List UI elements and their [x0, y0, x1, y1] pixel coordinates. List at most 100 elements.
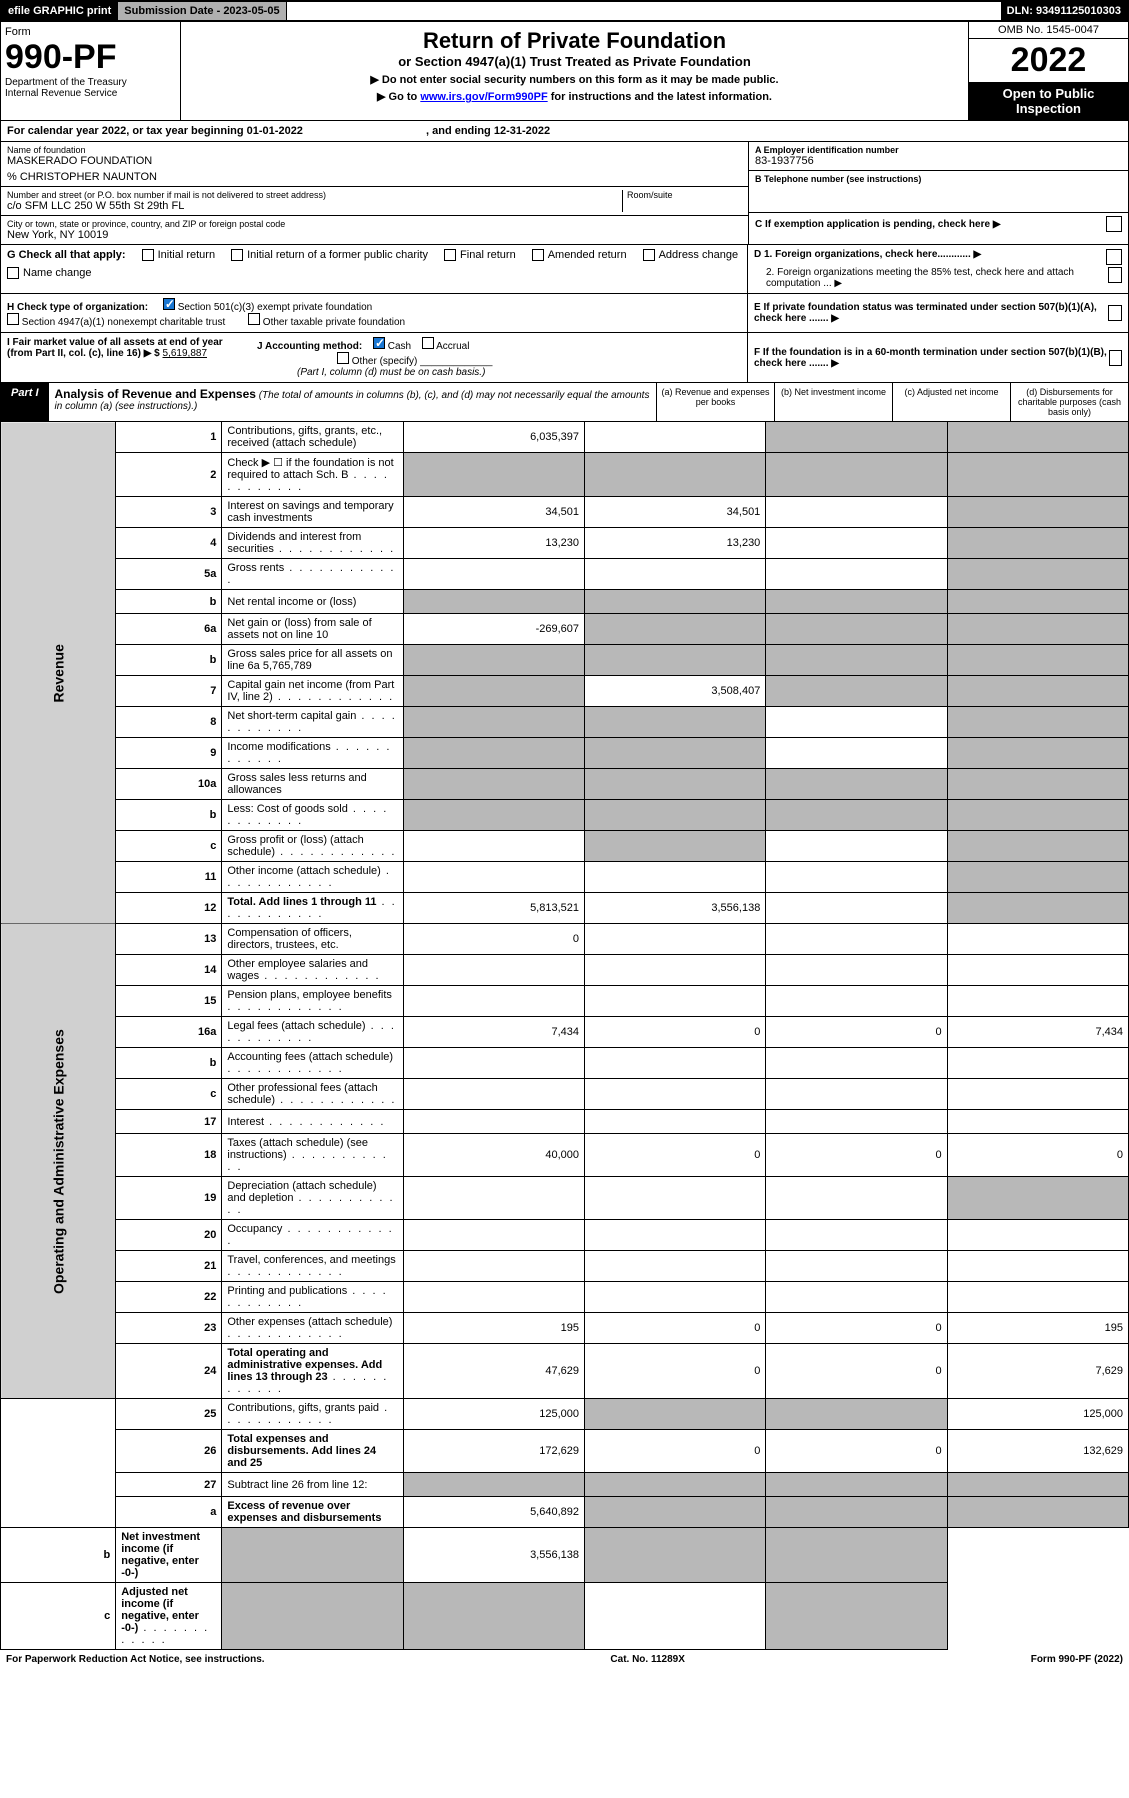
cell-value: [766, 986, 947, 1017]
cell-gray: [222, 1528, 403, 1583]
cell-gray: [947, 590, 1128, 614]
h-4947-checkbox[interactable]: [7, 313, 19, 325]
part1-header: Part I Analysis of Revenue and Expenses …: [0, 383, 1129, 422]
line-number: 13: [116, 924, 222, 955]
cell-value: 3,508,407: [585, 676, 766, 707]
cell-gray: [766, 1399, 947, 1430]
table-row: b Less: Cost of goods sold: [1, 800, 1129, 831]
cell-value: [585, 986, 766, 1017]
cell-value: 47,629: [403, 1344, 584, 1399]
j-cash-checkbox[interactable]: [373, 337, 385, 349]
line-number: 9: [116, 738, 222, 769]
line-number: 26: [116, 1430, 222, 1473]
g-initial-checkbox[interactable]: [142, 249, 154, 261]
cell-gray: [947, 453, 1128, 497]
cell-gray: [585, 1497, 766, 1528]
city-state-zip: New York, NY 10019: [7, 229, 742, 241]
line-description: Interest: [222, 1110, 403, 1134]
cell-value: 5,813,521: [403, 893, 584, 924]
form-header: Form 990-PF Department of the Treasury I…: [0, 22, 1129, 121]
d2-label: 2. Foreign organizations meeting the 85%…: [754, 267, 1108, 289]
g-final-checkbox[interactable]: [444, 249, 456, 261]
cell-gray: [947, 559, 1128, 590]
cell-gray: [947, 497, 1128, 528]
line-number: 19: [116, 1177, 222, 1220]
cell-gray: [766, 453, 947, 497]
cell-gray: [766, 1528, 947, 1583]
cell-gray: [947, 893, 1128, 924]
line-description: Total expenses and disbursements. Add li…: [222, 1430, 403, 1473]
g-amended-checkbox[interactable]: [532, 249, 544, 261]
line-description: Gross sales price for all assets on line…: [222, 645, 403, 676]
table-row: 6a Net gain or (loss) from sale of asset…: [1, 614, 1129, 645]
cell-value: [766, 1110, 947, 1134]
cell-value: [585, 924, 766, 955]
cell-value: [585, 422, 766, 453]
cell-value: [947, 955, 1128, 986]
e-checkbox[interactable]: [1108, 305, 1122, 321]
cell-value: 0: [766, 1344, 947, 1399]
line-description: Net rental income or (loss): [222, 590, 403, 614]
line-number: 27: [116, 1473, 222, 1497]
table-row: 15 Pension plans, employee benefits: [1, 986, 1129, 1017]
cell-gray: [766, 590, 947, 614]
cell-gray: [585, 1528, 766, 1583]
line-number: c: [116, 831, 222, 862]
j-accrual-checkbox[interactable]: [422, 337, 434, 349]
col-a-header: (a) Revenue and expenses per books: [656, 383, 774, 421]
g-address-checkbox[interactable]: [643, 249, 655, 261]
cell-gray: [585, 738, 766, 769]
cell-value: [766, 738, 947, 769]
section-h-e: H Check type of organization: Section 50…: [0, 294, 1129, 333]
cell-value: 0: [585, 1017, 766, 1048]
cell-value: [585, 1282, 766, 1313]
cell-value: [403, 986, 584, 1017]
cell-value: [947, 1251, 1128, 1282]
footer-left: For Paperwork Reduction Act Notice, see …: [6, 1654, 265, 1665]
line-number: 8: [116, 707, 222, 738]
line-description: Contributions, gifts, grants, etc., rece…: [222, 422, 403, 453]
table-row: 18 Taxes (attach schedule) (see instruct…: [1, 1134, 1129, 1177]
cell-value: [766, 528, 947, 559]
line-description: Net gain or (loss) from sale of assets n…: [222, 614, 403, 645]
cell-value: [947, 1048, 1128, 1079]
cell-value: [766, 831, 947, 862]
form990pf-link[interactable]: www.irs.gov/Form990PF: [420, 91, 547, 103]
cell-value: 13,230: [403, 528, 584, 559]
cell-value: [766, 862, 947, 893]
line-number: c: [116, 1079, 222, 1110]
cell-value: [585, 1177, 766, 1220]
cell-value: [403, 1048, 584, 1079]
j-other-checkbox[interactable]: [337, 352, 349, 364]
cell-value: [766, 1251, 947, 1282]
cell-value: [766, 924, 947, 955]
cell-value: [403, 1251, 584, 1282]
part1-title: Analysis of Revenue and Expenses: [55, 387, 256, 401]
cell-value: [585, 1220, 766, 1251]
cell-gray: [766, 645, 947, 676]
cell-gray: [766, 422, 947, 453]
table-row: Revenue 1 Contributions, gifts, grants, …: [1, 422, 1129, 453]
h-other-checkbox[interactable]: [248, 313, 260, 325]
table-row: 27 Subtract line 26 from line 12:: [1, 1473, 1129, 1497]
line-number: 22: [116, 1282, 222, 1313]
cell-gray: [947, 614, 1128, 645]
c-checkbox[interactable]: [1106, 216, 1122, 232]
cell-value: 6,035,397: [403, 422, 584, 453]
g-initial-former-checkbox[interactable]: [231, 249, 243, 261]
blank-side: [1, 1399, 116, 1528]
table-row: 9 Income modifications: [1, 738, 1129, 769]
g-name-checkbox[interactable]: [7, 267, 19, 279]
cell-value: 0: [585, 1313, 766, 1344]
line-number: 16a: [116, 1017, 222, 1048]
d2-checkbox[interactable]: [1108, 267, 1122, 283]
line-description: Other employee salaries and wages: [222, 955, 403, 986]
d1-checkbox[interactable]: [1106, 249, 1122, 265]
h-501c3-checkbox[interactable]: [163, 298, 175, 310]
cell-value: 34,501: [585, 497, 766, 528]
table-row: 2 Check ▶ ☐ if the foundation is not req…: [1, 453, 1129, 497]
f-checkbox[interactable]: [1109, 350, 1122, 366]
line-description: Occupancy: [222, 1220, 403, 1251]
cell-value: [947, 1079, 1128, 1110]
table-row: 24 Total operating and administrative ex…: [1, 1344, 1129, 1399]
